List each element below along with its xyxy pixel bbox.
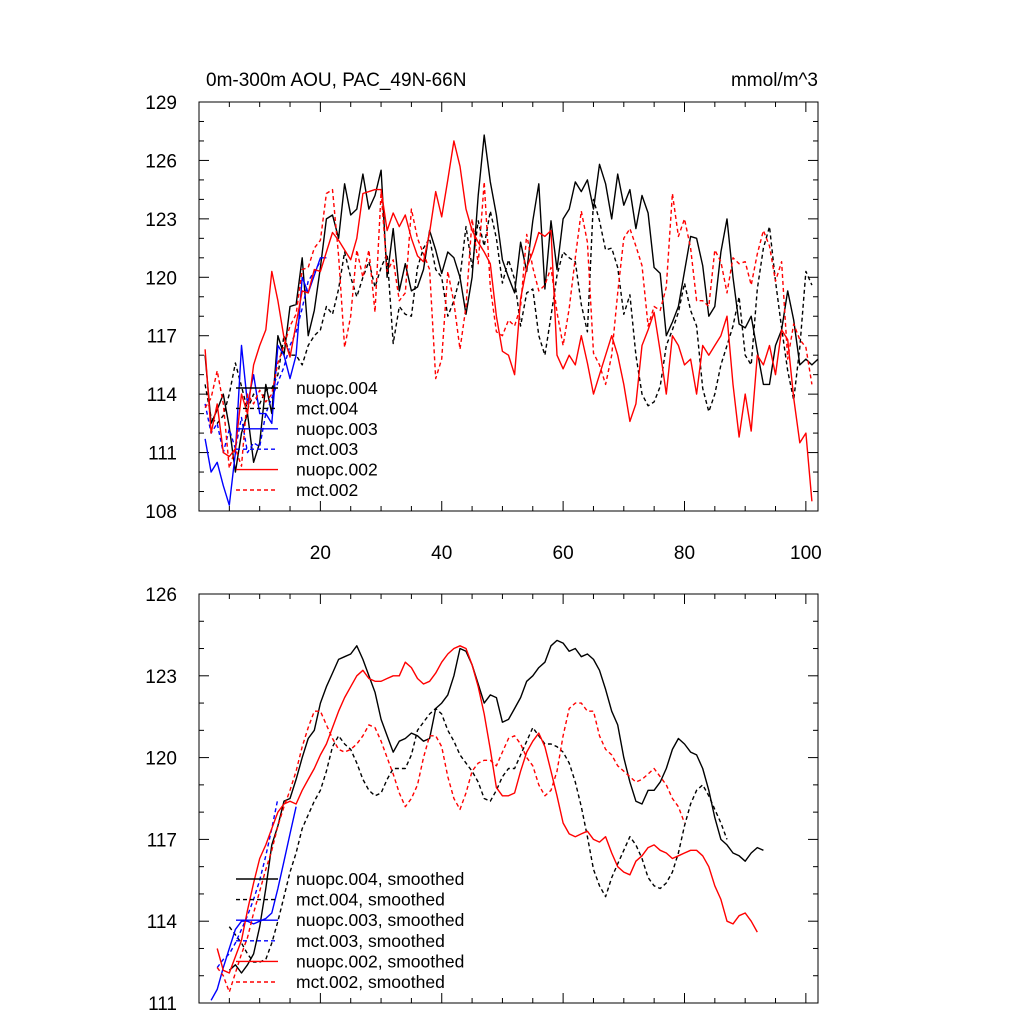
y-tick-label: 111 [148, 444, 177, 465]
legend-label: mct.002 [296, 480, 358, 500]
y-tick-label: 120 [145, 749, 177, 770]
legend-label: nuopc.003 [296, 419, 378, 439]
series-line [216, 702, 686, 993]
legend-label: nuopc.002 [296, 460, 378, 480]
legend-label: nuopc.002, smoothed [296, 951, 464, 971]
y-tick-label: 120 [145, 268, 177, 289]
series-line [228, 707, 728, 963]
plot-frame [198, 593, 819, 1004]
series-line [216, 645, 758, 974]
x-tick-label: 80 [674, 543, 695, 564]
y-tick-label: 126 [145, 585, 177, 606]
legend-label: mct.002, smoothed [296, 972, 445, 992]
series-line [204, 181, 813, 469]
y-tick-label: 123 [145, 667, 177, 688]
legend-label: mct.003, smoothed [296, 931, 445, 951]
y-tick-label: 108 [145, 502, 177, 523]
y-tick-label: 117 [147, 830, 177, 851]
legend-label: nuopc.004 [296, 378, 378, 398]
series-line [216, 798, 279, 969]
series-line [204, 140, 813, 502]
legend-label: mct.004, smoothed [296, 890, 445, 910]
y-tick-label: 114 [147, 385, 178, 406]
x-tick-label: 100 [790, 543, 822, 564]
series-line [204, 257, 327, 506]
y-tick-label: 129 [145, 93, 177, 114]
x-tick-label: 20 [310, 543, 331, 564]
chart-units: mmol/m^3 [731, 70, 818, 91]
series-line [204, 198, 813, 425]
legend-label: mct.004 [296, 398, 359, 418]
x-tick-label: 40 [431, 543, 452, 564]
legend-label: mct.003 [296, 439, 358, 459]
series-line [210, 806, 297, 1001]
plot-frame [198, 101, 819, 512]
y-tick-label: 114 [147, 912, 178, 933]
series-line [228, 639, 764, 974]
chart-title: 0m-300m AOU, PAC_49N-66N [206, 70, 466, 91]
y-tick-label: 117 [147, 327, 177, 348]
y-tick-label: 126 [145, 151, 177, 172]
series-line [204, 134, 819, 473]
legend-label: nuopc.003, smoothed [296, 910, 464, 930]
legend-label: nuopc.004, smoothed [296, 869, 464, 889]
legend: nuopc.004mct.004nuopc.003mct.003nuopc.00… [236, 378, 378, 500]
y-tick-label: 111 [148, 994, 177, 1015]
y-tick-label: 123 [145, 210, 177, 231]
top-panel: 0m-300m AOU, PAC_49N-66N mmol/m^3 20 40 60… [145, 70, 821, 564]
series-line [204, 261, 321, 454]
x-tick-label: 60 [553, 543, 574, 564]
